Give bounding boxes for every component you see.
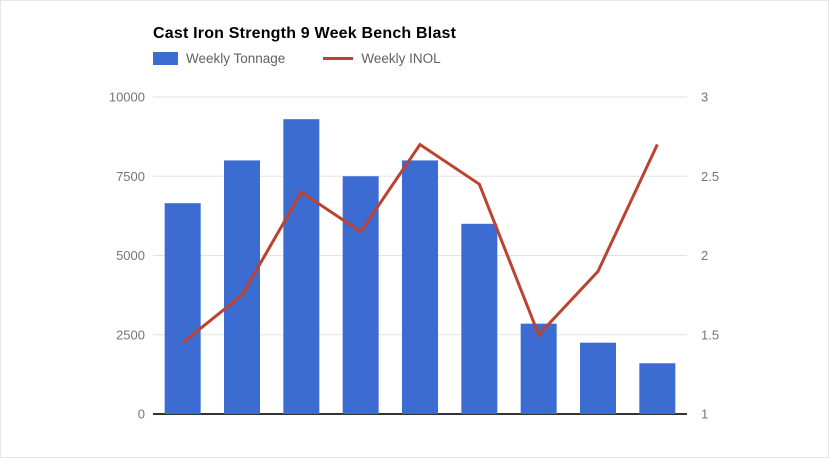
right-axis-tick-label: 1: [701, 407, 708, 422]
left-axis-tick-label: 10000: [109, 90, 145, 105]
bar-weekly-tonnage-8[interactable]: [580, 342, 616, 414]
legend-item-weekly-tonnage[interactable]: Weekly Tonnage: [153, 51, 285, 66]
left-axis-tick-label: 0: [138, 407, 145, 422]
line-weekly-inol[interactable]: [181, 142, 659, 344]
chart-title: Cast Iron Strength 9 Week Bench Blast: [153, 25, 457, 42]
legend-label: Weekly Tonnage: [186, 51, 286, 66]
bar-weekly-tonnage-1[interactable]: [164, 203, 201, 414]
legend-bar-swatch-icon: [153, 52, 178, 65]
bar-weekly-tonnage-6[interactable]: [461, 223, 498, 414]
right-axis-tick-label: 2: [701, 248, 708, 263]
right-axis-tick-label: 3: [701, 90, 708, 105]
right-axis-tick-label: 1.5: [701, 327, 719, 342]
legend-label: Weekly INOL: [361, 51, 441, 66]
bar-weekly-tonnage-3[interactable]: [283, 119, 320, 414]
left-axis-tick-label: 7500: [116, 169, 145, 184]
legend-line-swatch-icon: [323, 57, 354, 60]
bar-weekly-tonnage-7[interactable]: [520, 323, 557, 414]
right-axis-tick-label: 2.5: [701, 169, 719, 184]
left-axis-tick-label: 5000: [116, 248, 145, 263]
bar-weekly-tonnage-5[interactable]: [402, 160, 438, 414]
bar-weekly-tonnage-9[interactable]: [639, 363, 676, 414]
left-axis-tick-label: 2500: [116, 327, 145, 342]
legend: Weekly Tonnage Weekly INOL: [153, 51, 441, 66]
bar-weekly-tonnage-2[interactable]: [224, 160, 260, 414]
legend-item-weekly-inol[interactable]: Weekly INOL: [323, 51, 441, 66]
